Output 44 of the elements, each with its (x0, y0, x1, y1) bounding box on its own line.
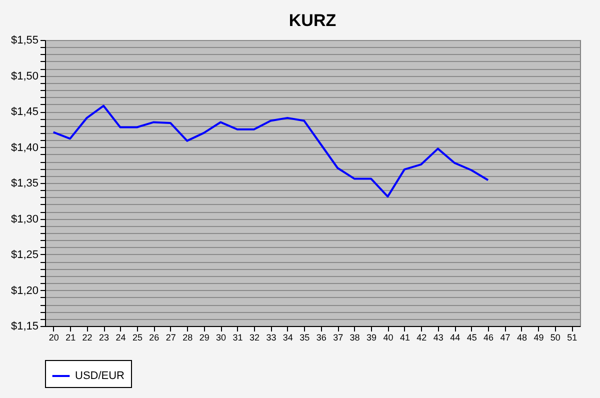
x-tick-label: 30 (216, 332, 226, 342)
x-tick-label: 40 (383, 332, 394, 342)
line-series (52, 104, 490, 198)
x-tick-label: 25 (132, 332, 142, 342)
x-tick-label: 23 (99, 332, 110, 342)
x-tick-label: 42 (416, 332, 427, 342)
x-tick-label: 28 (182, 332, 193, 342)
x-tick-label: 37 (333, 332, 344, 342)
x-tick-label: 45 (466, 332, 477, 342)
y-tick-label: $1,45 (10, 106, 38, 118)
y-tick-label: $1,30 (10, 213, 38, 226)
x-tick-label: 31 (232, 332, 243, 342)
y-tick-label: $1,50 (10, 70, 38, 82)
x-tick-label: 27 (166, 332, 176, 342)
x-tick-label: 41 (400, 332, 410, 342)
x-tick-label: 50 (550, 332, 560, 342)
x-tick-label: 21 (66, 332, 76, 342)
x-tick-label: 49 (534, 332, 544, 342)
x-tick-label: 24 (116, 332, 126, 342)
x-tick-label: 35 (300, 332, 310, 342)
x-tick-label: 47 (500, 332, 510, 342)
x-tick-label: 29 (199, 332, 210, 342)
x-tick-label: 48 (516, 332, 527, 342)
y-tick-label: $1,55 (10, 34, 38, 46)
x-tick-label: 34 (282, 332, 293, 342)
y-tick-label: $1,35 (10, 178, 38, 190)
y-tick-label: $1,20 (10, 284, 38, 297)
x-tick-label: 43 (433, 332, 444, 342)
legend-label: USD/EUR (75, 370, 125, 382)
x-tick-label: 39 (366, 332, 377, 342)
x-tick-label: 38 (350, 332, 360, 342)
y-tick-label: $1,40 (10, 142, 38, 154)
x-tick-label: 36 (316, 332, 326, 342)
chart-title: KURZ (288, 11, 336, 30)
x-tick-label: 32 (249, 332, 260, 342)
x-tick-label: 22 (82, 332, 92, 342)
y-tick-label: $1,25 (10, 249, 38, 261)
x-tick-label: 46 (484, 332, 494, 342)
x-tick-label: 20 (48, 332, 59, 342)
y-tick-label: $1,15 (10, 320, 38, 332)
x-tick-label: 51 (567, 332, 578, 342)
x-tick-label: 26 (149, 332, 160, 342)
x-tick-label: 33 (266, 332, 276, 342)
x-tick-label: 44 (450, 332, 460, 342)
